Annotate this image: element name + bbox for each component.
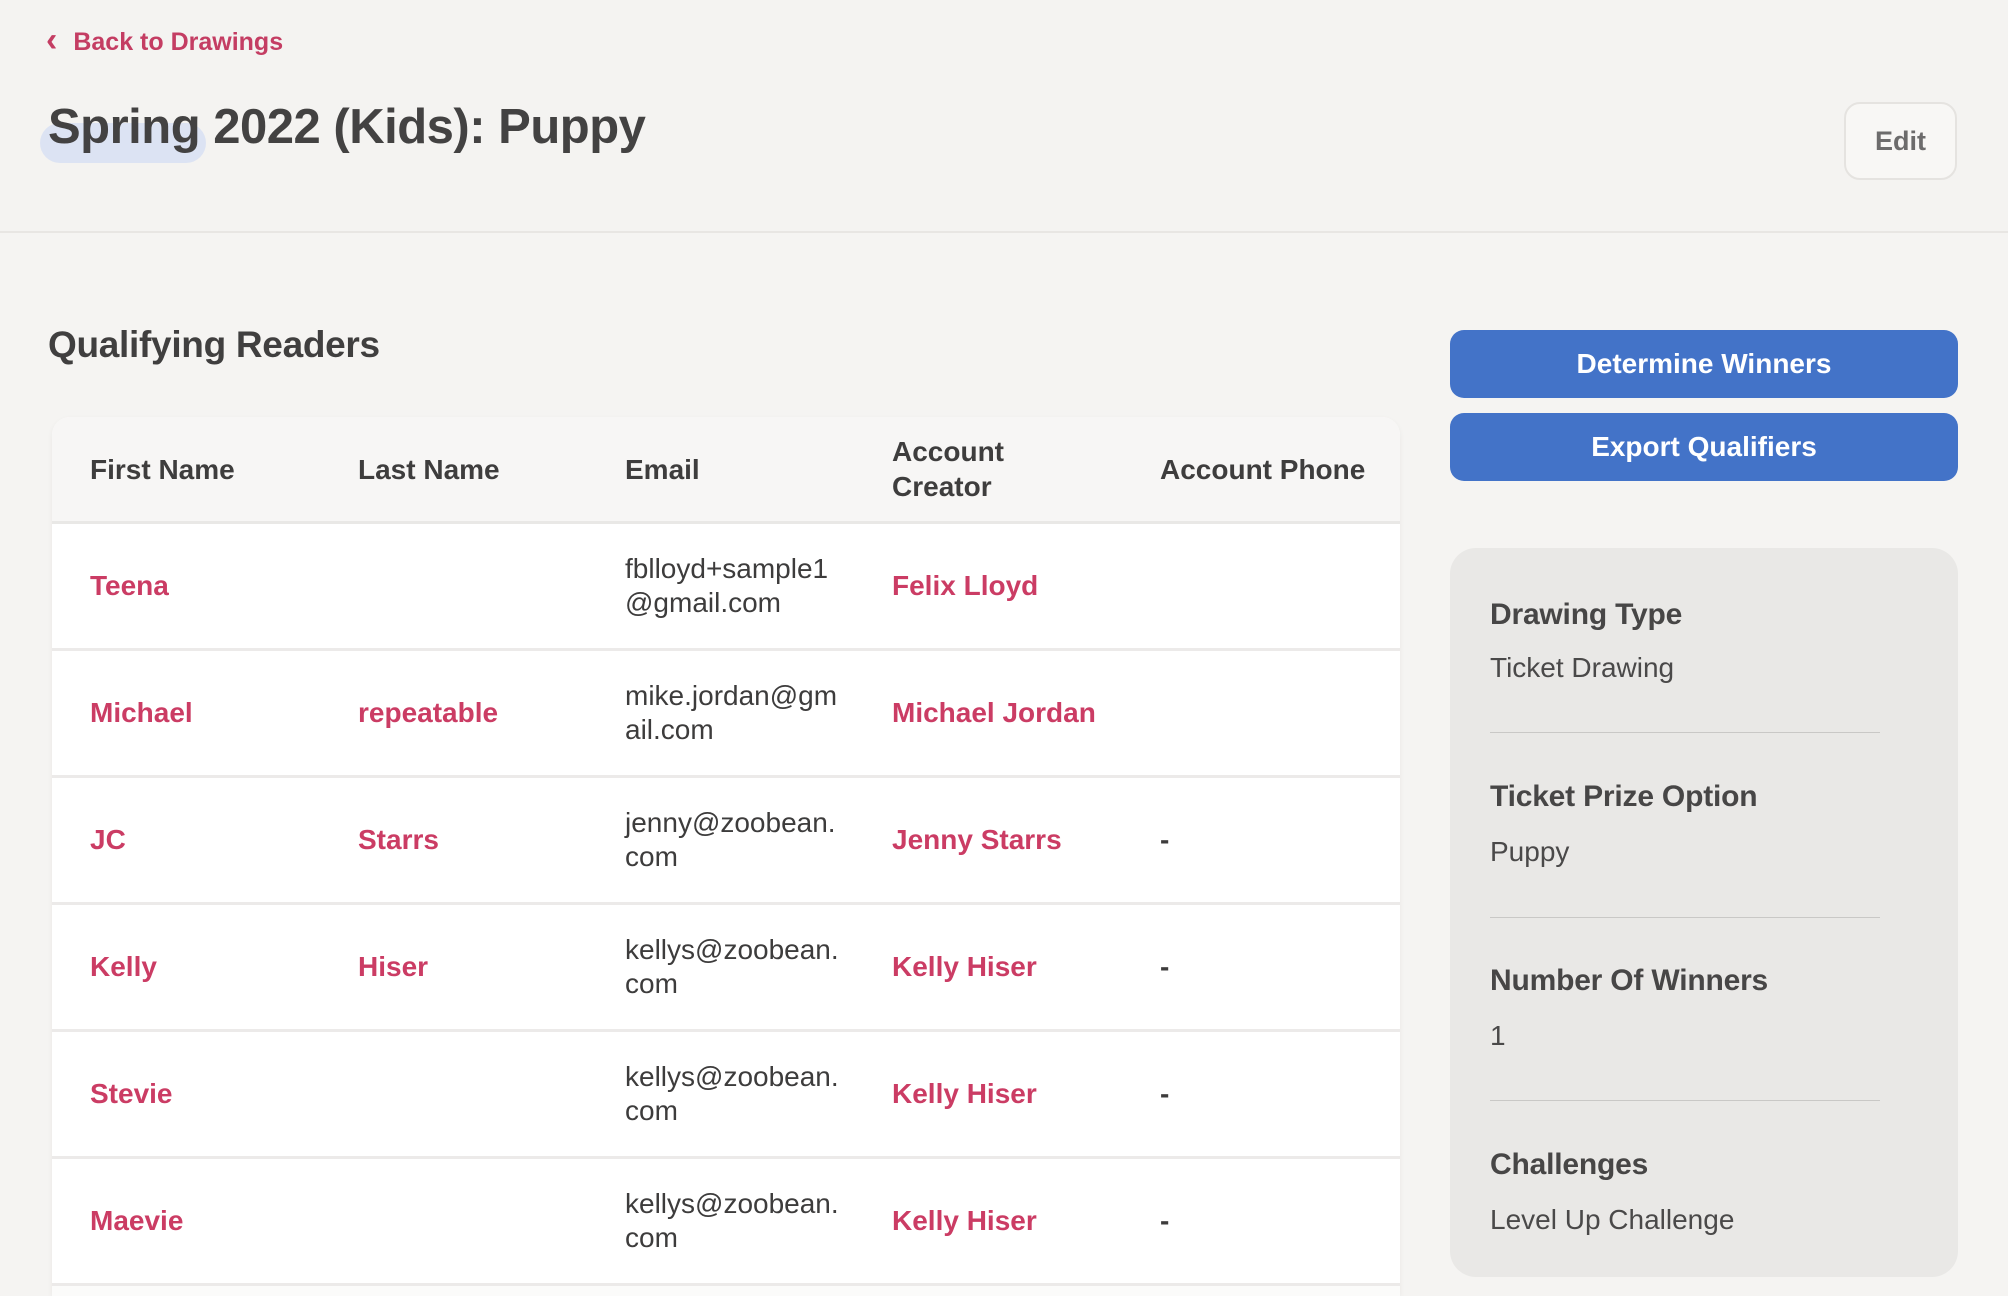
column-header-account-creator: Account Creator xyxy=(892,436,1004,502)
ticket-prize-option-value: Puppy xyxy=(1490,836,1570,867)
first-name-link[interactable]: JC xyxy=(90,824,126,855)
email-cell: jenny@zoobean.com xyxy=(625,807,836,872)
table-row: Stevie kellys@zoobean.com Kelly Hiser - xyxy=(52,1032,1400,1159)
account-creator-link[interactable]: Felix Lloyd xyxy=(892,570,1039,601)
table-row: Michael repeatable mike.jordan@gmail.com… xyxy=(52,651,1400,778)
last-name-link[interactable]: Hiser xyxy=(358,951,429,982)
column-header-email: Email xyxy=(625,453,700,485)
first-name-link[interactable]: Michael xyxy=(90,697,193,728)
drawing-type-label: Drawing Type xyxy=(1490,598,1683,631)
table-header-row: First Name Last Name Email Account Creat… xyxy=(52,417,1400,524)
email-cell: kellys@zoobean.com xyxy=(625,934,839,999)
challenges-label: Challenges xyxy=(1490,1148,1649,1181)
first-name-link[interactable]: Kelly xyxy=(90,951,157,982)
edit-button[interactable]: Edit xyxy=(1844,102,1957,180)
column-header-first-name: First Name xyxy=(90,453,235,485)
column-header-last-name: Last Name xyxy=(358,453,500,485)
page-title-rest: 2022 (Kids): Puppy xyxy=(200,100,646,154)
qualifying-readers-heading: Qualifying Readers xyxy=(48,324,380,365)
email-cell: mike.jordan@gmail.com xyxy=(625,680,838,745)
qualifying-readers-table: First Name Last Name Email Account Creat… xyxy=(52,417,1400,1296)
table-row: JC Starrs jenny@zoobean.com Jenny Starrs… xyxy=(52,778,1400,905)
account-phone-cell: - xyxy=(1160,824,1170,855)
number-of-winners-value: 1 xyxy=(1490,1020,1506,1051)
account-phone-cell: - xyxy=(1160,951,1170,982)
table-next-row-partial xyxy=(52,1286,1400,1296)
drawing-details-card: Drawing Type Ticket Drawing Ticket Prize… xyxy=(1450,548,1958,1277)
account-creator-link[interactable]: Kelly Hiser xyxy=(892,1078,1037,1109)
account-creator-link[interactable]: Kelly Hiser xyxy=(892,1205,1037,1236)
account-phone-cell: - xyxy=(1160,1205,1170,1236)
challenges-value: Level Up Challenge xyxy=(1490,1204,1735,1235)
account-phone-cell: - xyxy=(1160,1078,1170,1109)
table-row: Maevie kellys@zoobean.com Kelly Hiser - xyxy=(52,1159,1400,1286)
first-name-link[interactable]: Stevie xyxy=(90,1078,173,1109)
account-creator-link[interactable]: Michael Jordan xyxy=(892,697,1096,728)
email-cell: kellys@zoobean.com xyxy=(625,1188,839,1253)
back-to-drawings-link[interactable]: ‹ Back to Drawings xyxy=(46,21,284,59)
column-header-account-phone: Account Phone xyxy=(1160,453,1366,485)
divider xyxy=(1490,732,1880,733)
last-name-link[interactable]: repeatable xyxy=(358,697,499,728)
number-of-winners-label: Number Of Winners xyxy=(1490,964,1769,997)
divider xyxy=(1490,917,1880,918)
export-qualifiers-button[interactable]: Export Qualifiers xyxy=(1450,413,1958,481)
email-cell: kellys@zoobean.com xyxy=(625,1061,839,1126)
ticket-prize-option-label: Ticket Prize Option xyxy=(1490,780,1758,813)
first-name-link[interactable]: Teena xyxy=(90,570,169,601)
page-header: ‹ Back to Drawings Spring 2022 (Kids): P… xyxy=(0,0,2008,233)
table-row: Teena fblloyd+sample1@gmail.com Felix Ll… xyxy=(52,524,1400,651)
last-name-link[interactable]: Starrs xyxy=(358,824,439,855)
divider xyxy=(1490,1100,1880,1101)
back-link-label: Back to Drawings xyxy=(73,28,284,56)
account-creator-link[interactable]: Jenny Starrs xyxy=(892,824,1062,855)
drawing-type-value: Ticket Drawing xyxy=(1490,652,1675,683)
first-name-link[interactable]: Maevie xyxy=(90,1205,184,1236)
page-title-highlight: Spring xyxy=(39,100,207,163)
table-row: Kelly Hiser kellys@zoobean.com Kelly His… xyxy=(52,905,1400,1032)
determine-winners-button[interactable]: Determine Winners xyxy=(1450,330,1958,398)
page-title: Spring 2022 (Kids): Puppy xyxy=(39,99,646,163)
account-creator-link[interactable]: Kelly Hiser xyxy=(892,951,1037,982)
email-cell: fblloyd+sample1@gmail.com xyxy=(625,553,829,618)
back-chevron-icon: ‹ xyxy=(46,21,58,59)
